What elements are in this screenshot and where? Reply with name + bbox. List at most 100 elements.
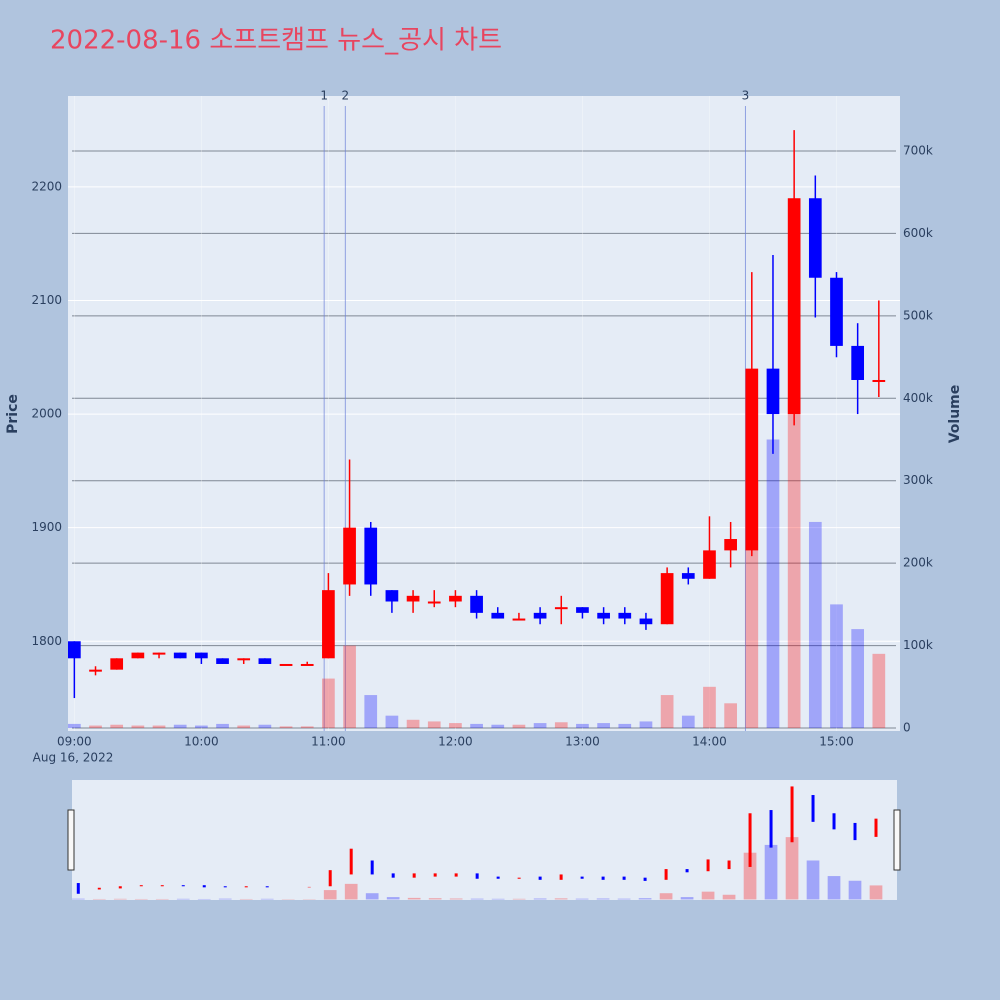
slider-volume-bar [260,898,274,900]
slider-volume-bar [848,880,862,900]
candle-body [872,379,886,382]
slider-volume-bar [323,890,337,900]
volume-bar [703,686,716,729]
slider-volume-bar [113,898,127,900]
candle-body [618,612,632,619]
x-tick-label: 15:00 [819,735,854,749]
candle-body [533,612,547,619]
news-label: 3 [742,89,750,103]
slider-volume-bar [533,898,547,900]
candle-body [512,618,526,621]
volume-bar [406,719,420,729]
y2-axis-title: Volume [947,385,963,444]
x-date-label: Aug 16, 2022 [33,751,114,765]
candle-body [681,573,695,579]
chart-title: 2022-08-16 소프트캠프 뉴스_공시 차트 [50,26,502,56]
candle-body [89,669,102,672]
y2-tick-label: 200k [903,556,933,570]
candle-body [470,595,483,613]
y-axis-title: Price [5,394,21,434]
volume-bar [681,715,695,729]
y-tick-label: 2200 [31,179,62,193]
candle-body [364,527,378,585]
candle-body [639,618,653,625]
volume-bar [808,521,822,729]
volume-bar [195,725,208,729]
volume-bar [533,723,547,729]
slider-volume-bar [596,898,610,900]
volume-bar [787,398,801,729]
slider-volume-bar [869,885,883,900]
y2-tick-label: 500k [903,308,933,322]
candle-body [703,550,716,579]
volume-bar [427,721,441,729]
slider-volume-bar [428,898,442,900]
y2-tick-label: 700k [903,143,933,157]
volume-bar [89,725,102,729]
slider-volume-bar [743,852,757,900]
y2-tick-label: 400k [903,391,933,405]
slider-volume-bar [575,898,589,900]
volume-bar [279,726,293,729]
slider-volume-bar [806,860,820,900]
volume-bar [258,724,272,729]
slider-volume-bar [827,876,841,900]
slider-volume-bar [638,898,652,900]
candle-body [279,663,293,666]
x-tick-label: 11:00 [311,735,346,749]
y-tick-label: 2000 [31,407,62,421]
volume-bar [364,695,378,729]
candle-body [300,663,314,666]
volume-bar [660,695,674,729]
slider-volume-bar [491,898,505,900]
slider-volume-bar [701,891,715,900]
candle-body [830,277,843,346]
y2-tick-label: 100k [903,638,933,652]
candle-body [491,612,505,619]
volume-bar [322,678,335,729]
volume-bar [68,723,81,729]
volume-bar [618,723,632,729]
slider-volume-bar [176,898,190,900]
candle-body [851,345,865,380]
slider-volume-bar [764,844,778,900]
candle-body [576,607,589,613]
y2-tick-label: 600k [903,226,933,240]
volume-bar [110,724,124,729]
volume-bar [385,715,399,729]
x-tick-label: 14:00 [692,735,727,749]
candle-body [385,590,399,602]
volume-bar [343,645,356,729]
volume-bar [872,653,886,729]
volume-bar [766,439,780,729]
slider-volume-bar [218,898,232,900]
slider-handle[interactable] [893,809,901,871]
x-tick-label: 09:00 [57,735,92,749]
slider-volume-bar [470,898,484,900]
volume-bar [576,723,589,729]
slider-volume-bar [449,898,463,900]
volume-bar [597,723,610,729]
y-tick-label: 1800 [31,634,62,648]
volume-bar [152,725,166,729]
candle-body [745,368,759,551]
volume-bar [512,724,526,729]
slider-handle[interactable] [67,809,75,871]
candle-body [322,590,335,659]
candle-body [131,652,145,659]
range-slider [72,780,897,900]
slider-volume-bar [680,897,694,900]
candle-body [554,607,568,610]
candle-body [449,595,462,602]
y2-tick-label: 0 [903,721,911,735]
volume-bar [851,629,865,729]
y2-tick-label: 300k [903,473,933,487]
candle-body [68,641,81,659]
slider-volume-bar [554,898,568,900]
slider-volume-bar [512,898,526,900]
slider-volume-bar [722,894,736,900]
candle-body [152,652,166,655]
slider-volume-bar [785,837,799,900]
volume-bar [173,724,187,729]
candle-body [808,198,822,278]
